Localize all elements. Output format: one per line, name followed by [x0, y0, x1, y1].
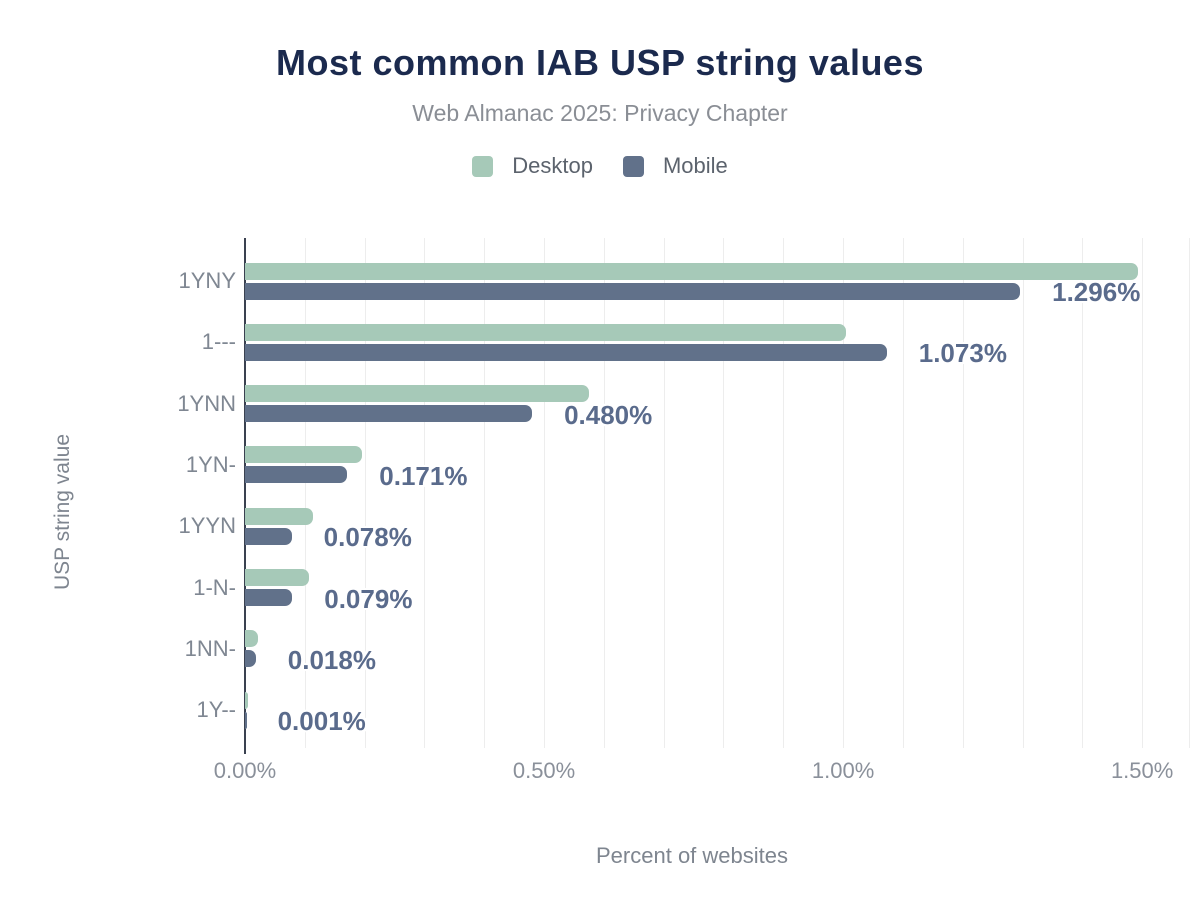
gridline	[424, 238, 425, 748]
bar-desktop	[245, 262, 1138, 280]
value-label: 0.078%	[323, 522, 412, 553]
x-tick-label: 0.00%	[213, 758, 277, 783]
chart-subtitle: Web Almanac 2025: Privacy Chapter	[412, 100, 788, 126]
value-label: 0.018%	[287, 644, 376, 675]
x-axis-title: Percent of websites	[596, 843, 788, 868]
gridline	[1082, 238, 1083, 748]
gridline	[903, 238, 904, 748]
bar-desktop	[245, 569, 309, 586]
legend-item-desktop[interactable]: Desktop	[472, 153, 593, 179]
gridline	[604, 238, 605, 748]
bar-mobile	[245, 650, 256, 668]
y-tick-label: 1NN-	[184, 635, 236, 661]
y-tick-label: 1YYN	[178, 513, 236, 539]
y-tick-label: 1YNY	[178, 268, 236, 293]
chart-title: Most common IAB USP string values	[276, 42, 924, 83]
x-tick-label: 1.50%	[1110, 758, 1174, 783]
x-tick-label: 0.50%	[512, 758, 576, 783]
bar-mobile	[245, 282, 1021, 300]
bar-desktop	[245, 691, 248, 709]
value-label: 1.073%	[918, 338, 1007, 369]
bar-mobile	[245, 405, 533, 423]
mobile-swatch-icon	[622, 155, 644, 177]
y-tick-label: 1-N-	[193, 574, 236, 600]
bar-desktop	[245, 507, 314, 525]
y-axis-line	[244, 238, 246, 754]
value-label: 0.079%	[324, 583, 413, 614]
bar-mobile	[245, 466, 348, 484]
value-label: 0.480%	[564, 399, 653, 430]
bar-desktop	[245, 446, 362, 464]
gridline	[1023, 238, 1024, 748]
value-label: 1.296%	[1052, 277, 1141, 307]
gridline	[1142, 238, 1143, 748]
bar-mobile	[245, 343, 887, 361]
value-label: 0.171%	[379, 460, 468, 491]
y-tick-label: 1Y--	[196, 697, 236, 723]
plot-area	[245, 238, 1190, 748]
legend-label-desktop: Desktop	[512, 153, 593, 178]
y-tick-label: 1---	[201, 329, 236, 355]
bar-desktop	[245, 385, 589, 403]
bar-desktop	[245, 323, 847, 341]
bar-mobile	[245, 711, 247, 729]
bar-desktop	[245, 630, 258, 648]
legend-label-mobile: Mobile	[662, 153, 728, 178]
gridline	[305, 238, 306, 748]
gridline	[365, 238, 366, 748]
gridline	[963, 238, 964, 748]
bar-mobile	[245, 589, 293, 606]
gridline	[783, 238, 784, 748]
gridline	[484, 238, 485, 748]
y-axis-title: USP string value	[51, 433, 74, 591]
legend: Desktop Mobile	[0, 153, 1200, 179]
gridline	[664, 238, 665, 748]
gridline	[723, 238, 724, 748]
gridline-right-edge	[1189, 238, 1190, 748]
y-tick-label: 1YN-	[185, 451, 236, 477]
y-tick-label: 1YNN	[177, 390, 236, 416]
legend-item-mobile[interactable]: Mobile	[622, 153, 728, 179]
x-tick-label: 1.00%	[811, 758, 875, 783]
gridline	[544, 238, 545, 748]
value-label: 0.001%	[277, 706, 366, 737]
desktop-swatch-icon	[472, 155, 494, 177]
gridline	[843, 238, 844, 748]
bar-mobile	[245, 527, 292, 545]
